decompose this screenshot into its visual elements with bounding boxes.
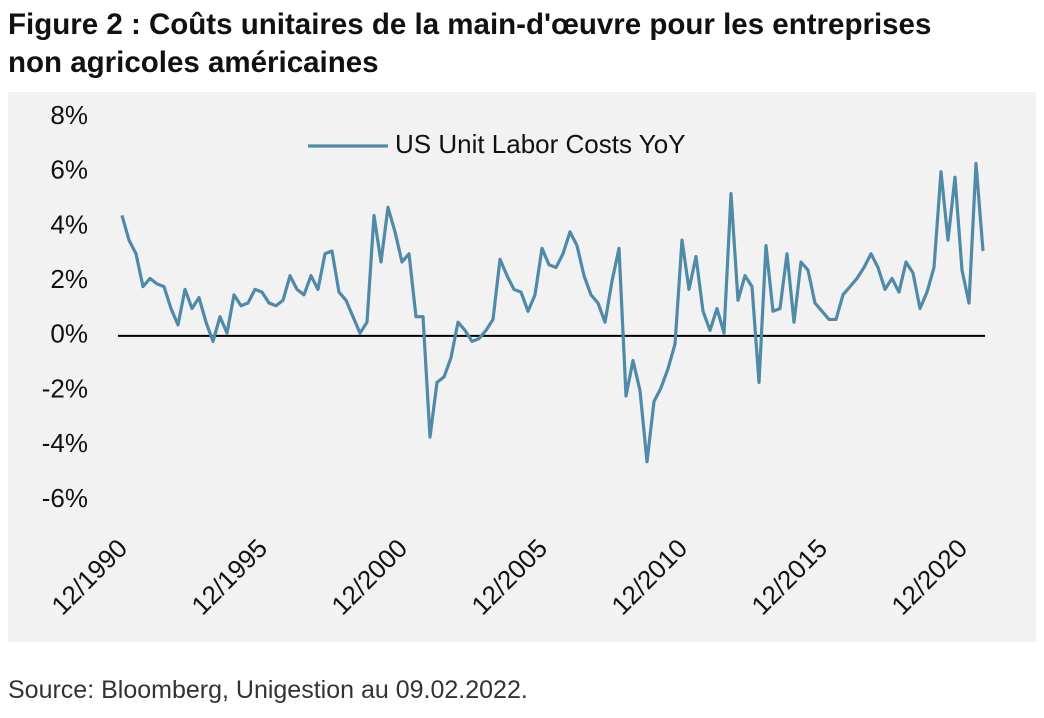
y-tick-label: 8% xyxy=(50,100,88,130)
chart: -6%-4%-2%0%2%4%6%8%12/1990 12/1995 12/2000… xyxy=(8,92,1036,642)
y-tick-label: -6% xyxy=(42,483,88,513)
y-tick-label: -4% xyxy=(42,428,88,458)
y-tick-label: 6% xyxy=(50,155,88,185)
y-tick-label: 4% xyxy=(50,209,88,239)
data-line xyxy=(120,161,985,464)
y-tick-label: 2% xyxy=(50,264,88,294)
source-note: Source: Bloomberg, Unigestion au 09.02.2… xyxy=(8,676,528,704)
chart-title: Figure 2 : Coûts unitaires de la main-d'… xyxy=(8,8,932,79)
y-tick-label: 0% xyxy=(50,319,88,349)
y-tick-label: -2% xyxy=(42,373,88,403)
plot-background xyxy=(8,92,1036,642)
legend-label: US Unit Labor Costs YoY xyxy=(395,129,686,159)
